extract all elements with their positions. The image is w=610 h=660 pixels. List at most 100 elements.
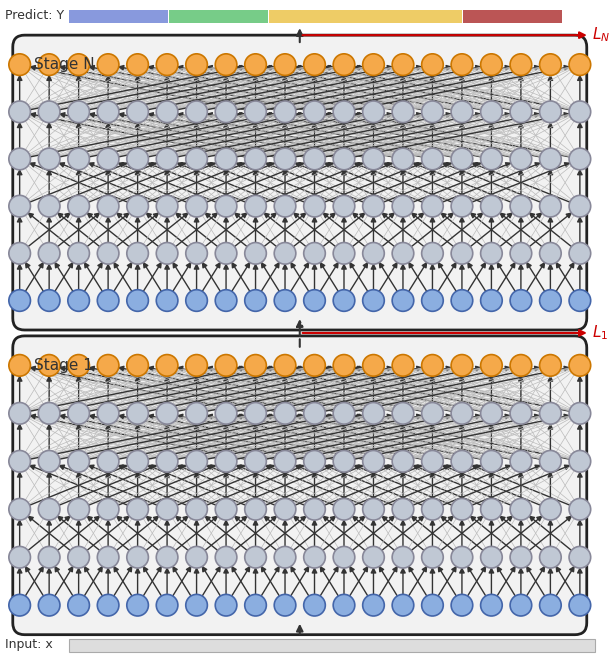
Circle shape [98, 101, 119, 123]
Circle shape [98, 54, 119, 75]
Text: Stage 1: Stage 1 [34, 358, 93, 372]
Text: Input: x: Input: x [5, 638, 52, 651]
Circle shape [422, 546, 443, 568]
Circle shape [540, 54, 561, 75]
Circle shape [540, 498, 561, 520]
Circle shape [38, 148, 60, 170]
Circle shape [98, 595, 119, 616]
Circle shape [127, 498, 148, 520]
Circle shape [481, 546, 502, 568]
Circle shape [540, 595, 561, 616]
Circle shape [274, 195, 296, 217]
Circle shape [569, 403, 590, 424]
Circle shape [481, 242, 502, 264]
Circle shape [451, 403, 473, 424]
Circle shape [274, 242, 296, 264]
Circle shape [569, 498, 590, 520]
Circle shape [38, 498, 60, 520]
Circle shape [333, 498, 355, 520]
Circle shape [333, 54, 355, 75]
Circle shape [245, 242, 267, 264]
Circle shape [68, 451, 90, 472]
Circle shape [127, 242, 148, 264]
Circle shape [68, 498, 90, 520]
Circle shape [333, 101, 355, 123]
Circle shape [38, 595, 60, 616]
Circle shape [186, 498, 207, 520]
Circle shape [363, 195, 384, 217]
Circle shape [451, 242, 473, 264]
Circle shape [392, 290, 414, 312]
Circle shape [215, 101, 237, 123]
Circle shape [9, 54, 30, 75]
Circle shape [333, 595, 355, 616]
Circle shape [274, 101, 296, 123]
Circle shape [540, 148, 561, 170]
Circle shape [481, 148, 502, 170]
Circle shape [510, 195, 532, 217]
Circle shape [127, 290, 148, 312]
Circle shape [392, 354, 414, 376]
Bar [69, 639, 595, 652]
Circle shape [481, 403, 502, 424]
Circle shape [333, 354, 355, 376]
Bar [463, 10, 562, 23]
Circle shape [392, 195, 414, 217]
Circle shape [274, 354, 296, 376]
Circle shape [510, 451, 532, 472]
Circle shape [392, 546, 414, 568]
Circle shape [127, 148, 148, 170]
Circle shape [540, 195, 561, 217]
Circle shape [392, 242, 414, 264]
FancyBboxPatch shape [13, 336, 587, 635]
Circle shape [215, 451, 237, 472]
Text: Predict: Y: Predict: Y [5, 9, 64, 22]
Circle shape [9, 101, 30, 123]
Circle shape [98, 354, 119, 376]
Circle shape [422, 101, 443, 123]
Circle shape [569, 595, 590, 616]
Circle shape [215, 195, 237, 217]
Circle shape [510, 403, 532, 424]
Circle shape [68, 54, 90, 75]
Circle shape [274, 403, 296, 424]
Circle shape [392, 451, 414, 472]
Circle shape [451, 498, 473, 520]
Circle shape [9, 595, 30, 616]
Circle shape [245, 195, 267, 217]
Circle shape [451, 451, 473, 472]
Circle shape [156, 546, 178, 568]
Circle shape [215, 595, 237, 616]
Circle shape [9, 148, 30, 170]
Circle shape [245, 354, 267, 376]
Circle shape [333, 195, 355, 217]
Circle shape [215, 354, 237, 376]
Circle shape [569, 451, 590, 472]
Circle shape [569, 54, 590, 75]
Circle shape [215, 403, 237, 424]
Circle shape [9, 195, 30, 217]
Circle shape [304, 54, 325, 75]
Circle shape [38, 242, 60, 264]
Circle shape [127, 195, 148, 217]
Circle shape [9, 546, 30, 568]
Circle shape [569, 195, 590, 217]
Circle shape [38, 451, 60, 472]
Circle shape [569, 101, 590, 123]
Circle shape [98, 290, 119, 312]
Circle shape [98, 451, 119, 472]
Circle shape [9, 403, 30, 424]
Circle shape [274, 595, 296, 616]
Circle shape [9, 242, 30, 264]
Circle shape [186, 242, 207, 264]
Circle shape [363, 498, 384, 520]
Circle shape [510, 354, 532, 376]
Circle shape [304, 595, 325, 616]
Circle shape [363, 101, 384, 123]
Circle shape [245, 148, 267, 170]
Circle shape [215, 498, 237, 520]
Circle shape [186, 101, 207, 123]
Circle shape [363, 242, 384, 264]
Circle shape [68, 148, 90, 170]
Circle shape [363, 148, 384, 170]
